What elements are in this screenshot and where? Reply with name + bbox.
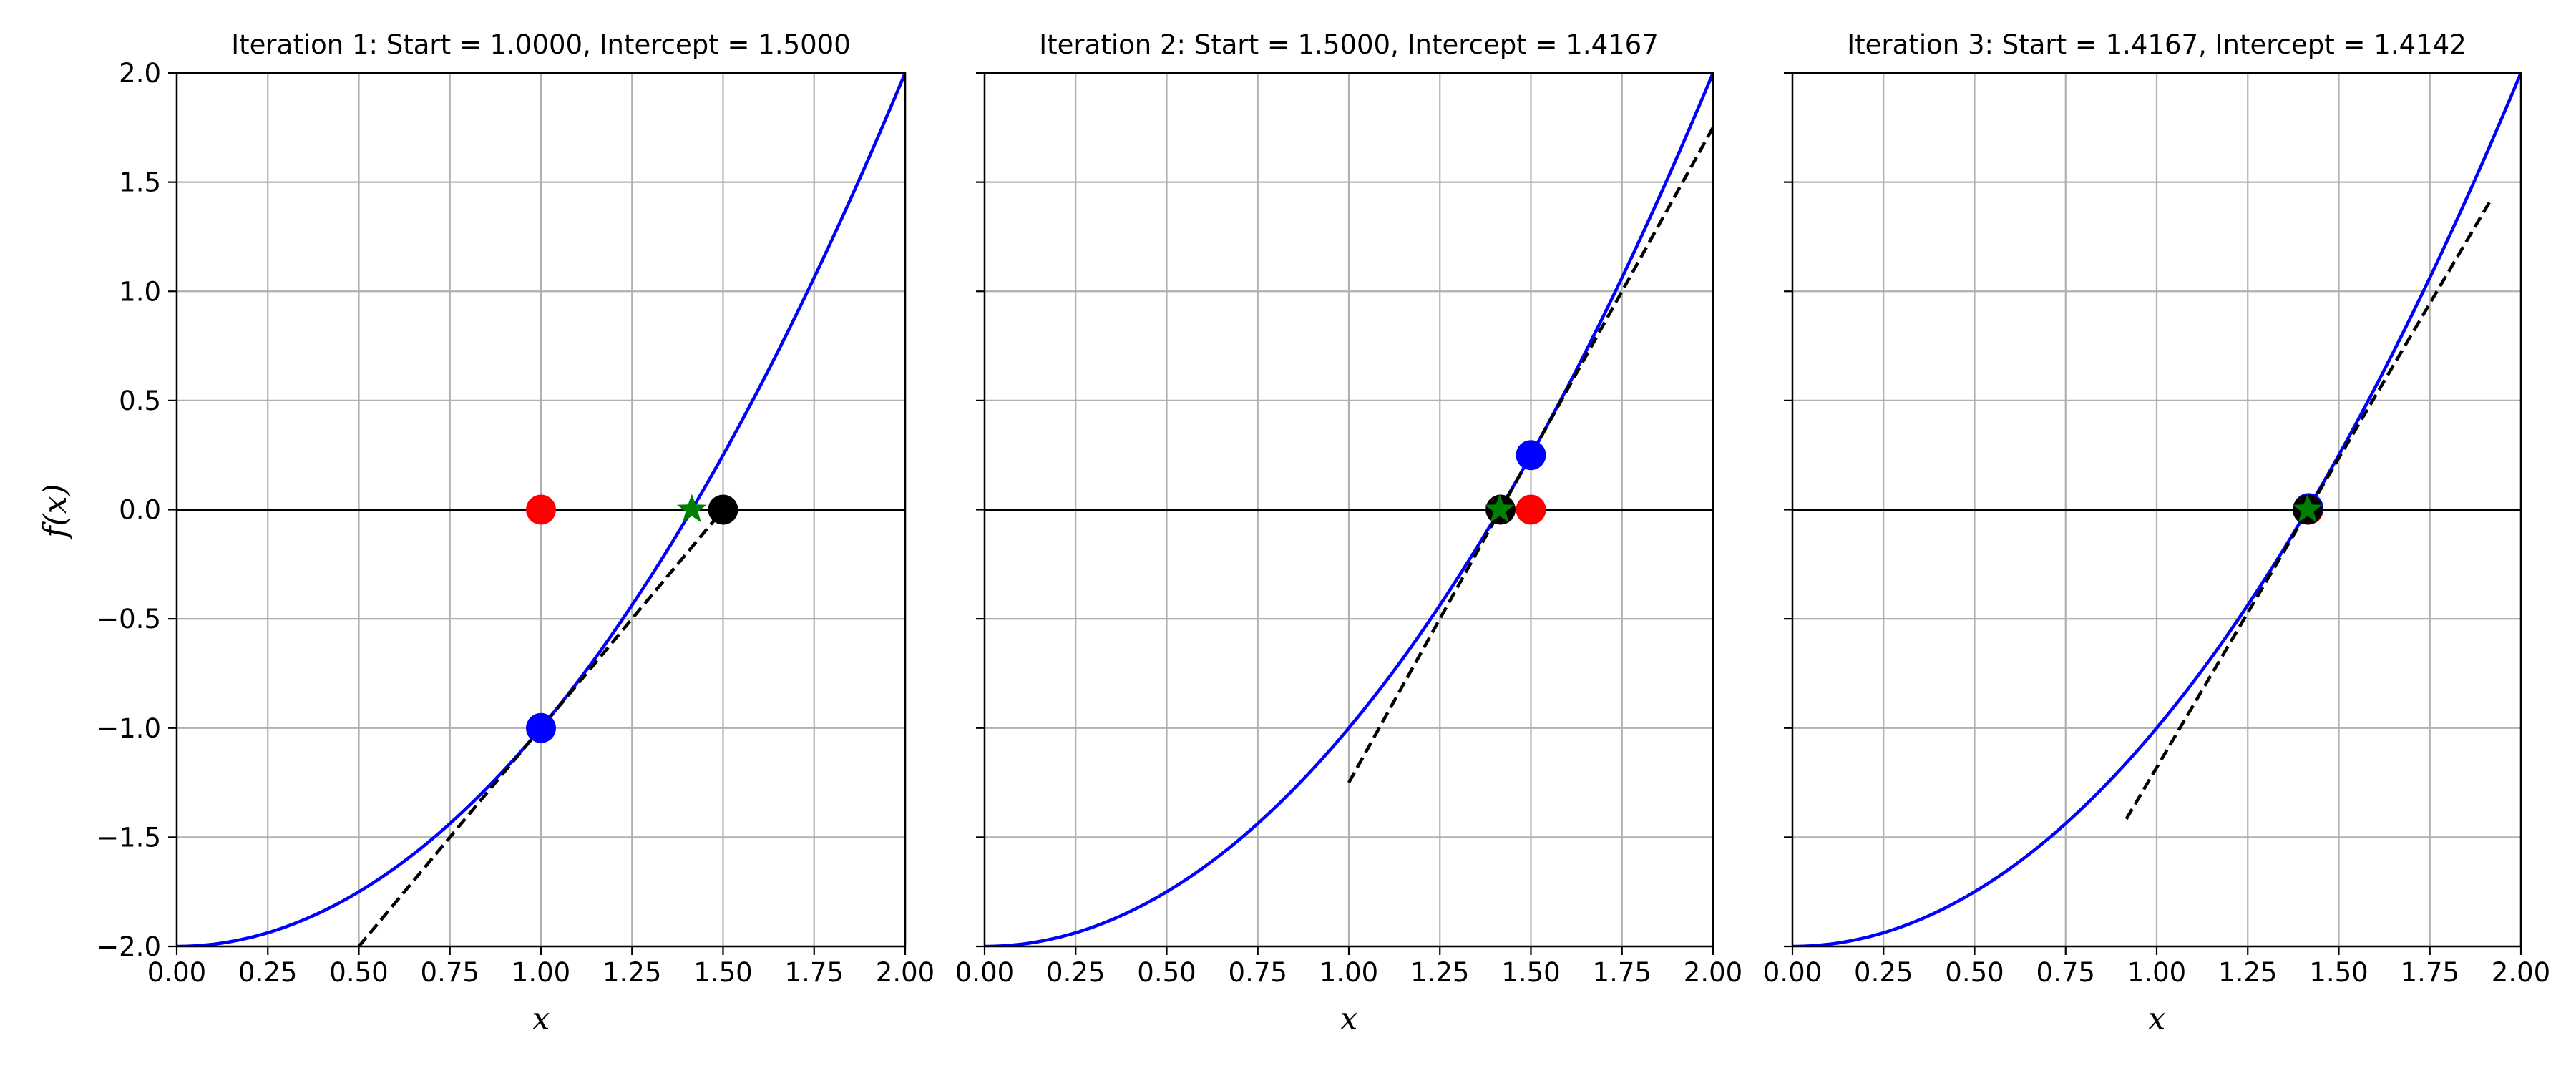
x-tick-label: 0.75 (1229, 957, 1287, 988)
panel-title: Iteration 1: Start = 1.0000, Intercept =… (231, 29, 851, 60)
panel-1: 0.00 0.25 0.50 0.75 1.00 1.25 1.50 1.75 2.00 −2.0… (97, 29, 935, 1037)
x-axis-label: x (532, 1001, 550, 1037)
x-tick-label: 1.25 (1410, 957, 1469, 988)
x-tick-label: 0.25 (1046, 957, 1105, 988)
x-tick-label: 2.00 (1684, 957, 1742, 988)
y-tick-label: 1.0 (119, 276, 161, 307)
x-tick-label: 1.50 (1501, 957, 1560, 988)
y-tick-label: 2.0 (119, 58, 161, 89)
panel-2: 0.00 0.25 0.50 0.75 1.00 1.25 1.50 1.75 2.00 Iter… (955, 29, 1742, 1037)
x-tick-label: 1.00 (2127, 957, 2186, 988)
x-tick-label: 0.00 (147, 957, 206, 988)
y-tick-label: 0.0 (119, 495, 161, 526)
x-tick-label: 0.00 (955, 957, 1014, 988)
y-tick-label: −1.0 (97, 713, 161, 744)
x-tick-label: 2.00 (2492, 957, 2550, 988)
x-tick-label: 1.00 (1319, 957, 1378, 988)
x-tick-label: 0.75 (2036, 957, 2095, 988)
y-tick-label: −1.5 (97, 822, 161, 853)
start-point-marker (1516, 494, 1546, 525)
start-point-marker (526, 494, 556, 525)
curve-point-marker (1516, 440, 1546, 471)
x-tick-label: 1.50 (2309, 957, 2368, 988)
x-tick-label: 1.75 (1593, 957, 1652, 988)
function-curve (1792, 73, 2521, 946)
root-star-marker (1484, 494, 1515, 523)
x-tick-label: 1.00 (512, 957, 570, 988)
y-tick-label: 0.5 (119, 386, 161, 416)
x-tick-label: 0.25 (238, 957, 297, 988)
x-tick-label: 1.25 (2218, 957, 2277, 988)
x-axis-label: x (2148, 1001, 2166, 1037)
x-tick-label: 1.50 (693, 957, 752, 988)
function-curve (985, 73, 1713, 946)
panel-title: Iteration 2: Start = 1.5000, Intercept =… (1039, 29, 1659, 60)
y-tick-label: −0.5 (97, 604, 161, 635)
y-axis-label: f(x) (37, 484, 74, 539)
x-tick-label: 0.50 (1945, 957, 2004, 988)
x-tick-label: 0.75 (421, 957, 479, 988)
panel-title: Iteration 3: Start = 1.4167, Intercept =… (1847, 29, 2467, 60)
x-tick-label: 1.75 (785, 957, 844, 988)
panels-container: 0.00 0.25 0.50 0.75 1.00 1.25 1.50 1.75 2.00 −2.0… (97, 29, 2550, 1037)
panel-3: 0.00 0.25 0.50 0.75 1.00 1.25 1.50 1.75 2.00 Iter… (1763, 29, 2550, 1037)
x-tick-label: 0.50 (1137, 957, 1196, 988)
x-tick-label: 2.00 (876, 957, 935, 988)
root-star-marker (2292, 494, 2323, 523)
intercept-marker (708, 494, 738, 525)
curve-point-marker (526, 712, 556, 743)
x-tick-label: 1.25 (602, 957, 661, 988)
y-tick-label: 1.5 (119, 167, 161, 198)
tangent-line (1347, 127, 1713, 784)
x-tick-label: 1.75 (2401, 957, 2459, 988)
root-star-marker (676, 494, 707, 523)
x-tick-label: 0.25 (1854, 957, 1913, 988)
x-axis-label: x (1340, 1001, 1358, 1037)
x-tick-label: 0.50 (329, 957, 388, 988)
y-tick-label: −2.0 (97, 931, 161, 962)
x-tick-label: 0.00 (1763, 957, 1822, 988)
